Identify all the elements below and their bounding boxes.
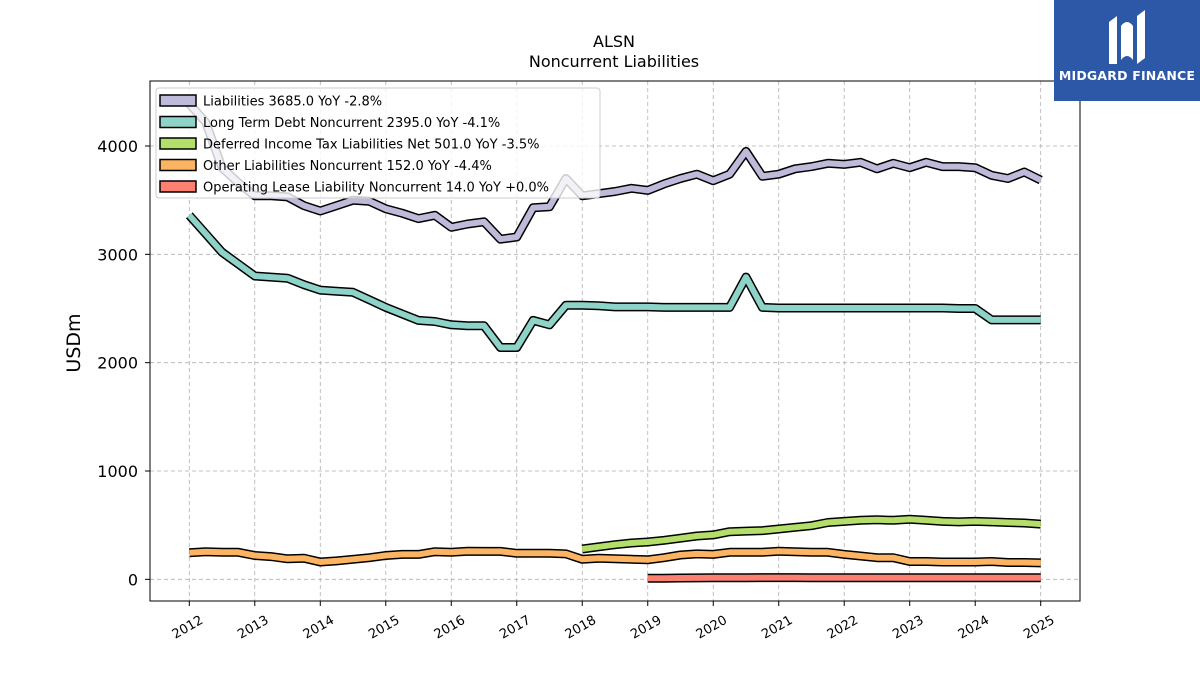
- y-tick-label: 4000: [97, 137, 138, 156]
- x-tick-label: 2012: [170, 613, 206, 643]
- legend-entry-0: Liabilities 3685.0 YoY -2.8%: [203, 95, 382, 110]
- legend-entry-4: Operating Lease Liability Noncurrent 14.…: [203, 181, 549, 196]
- x-tick-label: 2024: [956, 613, 992, 643]
- y-tick-label: 0: [128, 570, 138, 589]
- legend: Liabilities 3685.0 YoY -2.8% Long Term De…: [155, 87, 601, 199]
- x-tick-label: 2017: [497, 613, 533, 643]
- chart-subtitle: Noncurrent Liabilities: [529, 52, 699, 71]
- x-tick-label: 2019: [628, 613, 664, 643]
- series-line-1: [187, 213, 1041, 351]
- legend-entry-1: Long Term Debt Noncurrent 2395.0 YoY -4.…: [203, 116, 500, 131]
- x-tick-label: 2014: [301, 613, 337, 643]
- series-line-2: [581, 516, 1041, 552]
- legend-swatch-4: [159, 180, 197, 193]
- series-line-4: [647, 574, 1041, 582]
- x-tick-label: 2023: [890, 613, 926, 643]
- legend-swatch-0: [159, 94, 197, 107]
- x-tick-label: 2013: [235, 613, 271, 643]
- brand-logo-icon: [1109, 10, 1145, 64]
- x-tick-label: 2020: [694, 613, 730, 643]
- ticks: 2012 2013 2014 2015 2016 2017 2018 2019 2020 2021…: [97, 137, 1057, 642]
- legend-swatch-3: [159, 158, 197, 172]
- x-tick-label: 2025: [1021, 613, 1057, 643]
- legend-entry-2: Deferred Income Tax Liabilities Net 501.…: [203, 138, 539, 153]
- x-tick-label: 2022: [825, 613, 861, 643]
- chart-title: ALSN: [593, 32, 635, 51]
- series-layer: [185, 100, 1043, 583]
- legend-swatch-2: [159, 137, 197, 150]
- brand-logo-box: MIDGARD FINANCE: [1054, 0, 1200, 101]
- x-tick-label: 2015: [366, 613, 402, 643]
- y-tick-label: 1000: [97, 462, 138, 481]
- series-line-0: [187, 101, 1043, 243]
- y-axis-label: USDm: [63, 313, 85, 372]
- y-tick-label: 2000: [97, 354, 138, 373]
- x-tick-label: 2018: [563, 613, 599, 643]
- x-tick-label: 2016: [432, 613, 468, 643]
- y-tick-label: 3000: [97, 245, 138, 264]
- x-tick-label: 2021: [759, 613, 795, 643]
- brand-name: MIDGARD FINANCE: [1058, 68, 1196, 83]
- plot-frame: [149, 80, 1081, 602]
- legend-entry-3: Other Liabilities Noncurrent 152.0 YoY -…: [203, 159, 492, 174]
- series-line-3: [189, 548, 1041, 566]
- legend-swatch-1: [159, 115, 197, 129]
- series-line-outline-1: [185, 212, 1041, 352]
- legend-box: [155, 87, 601, 199]
